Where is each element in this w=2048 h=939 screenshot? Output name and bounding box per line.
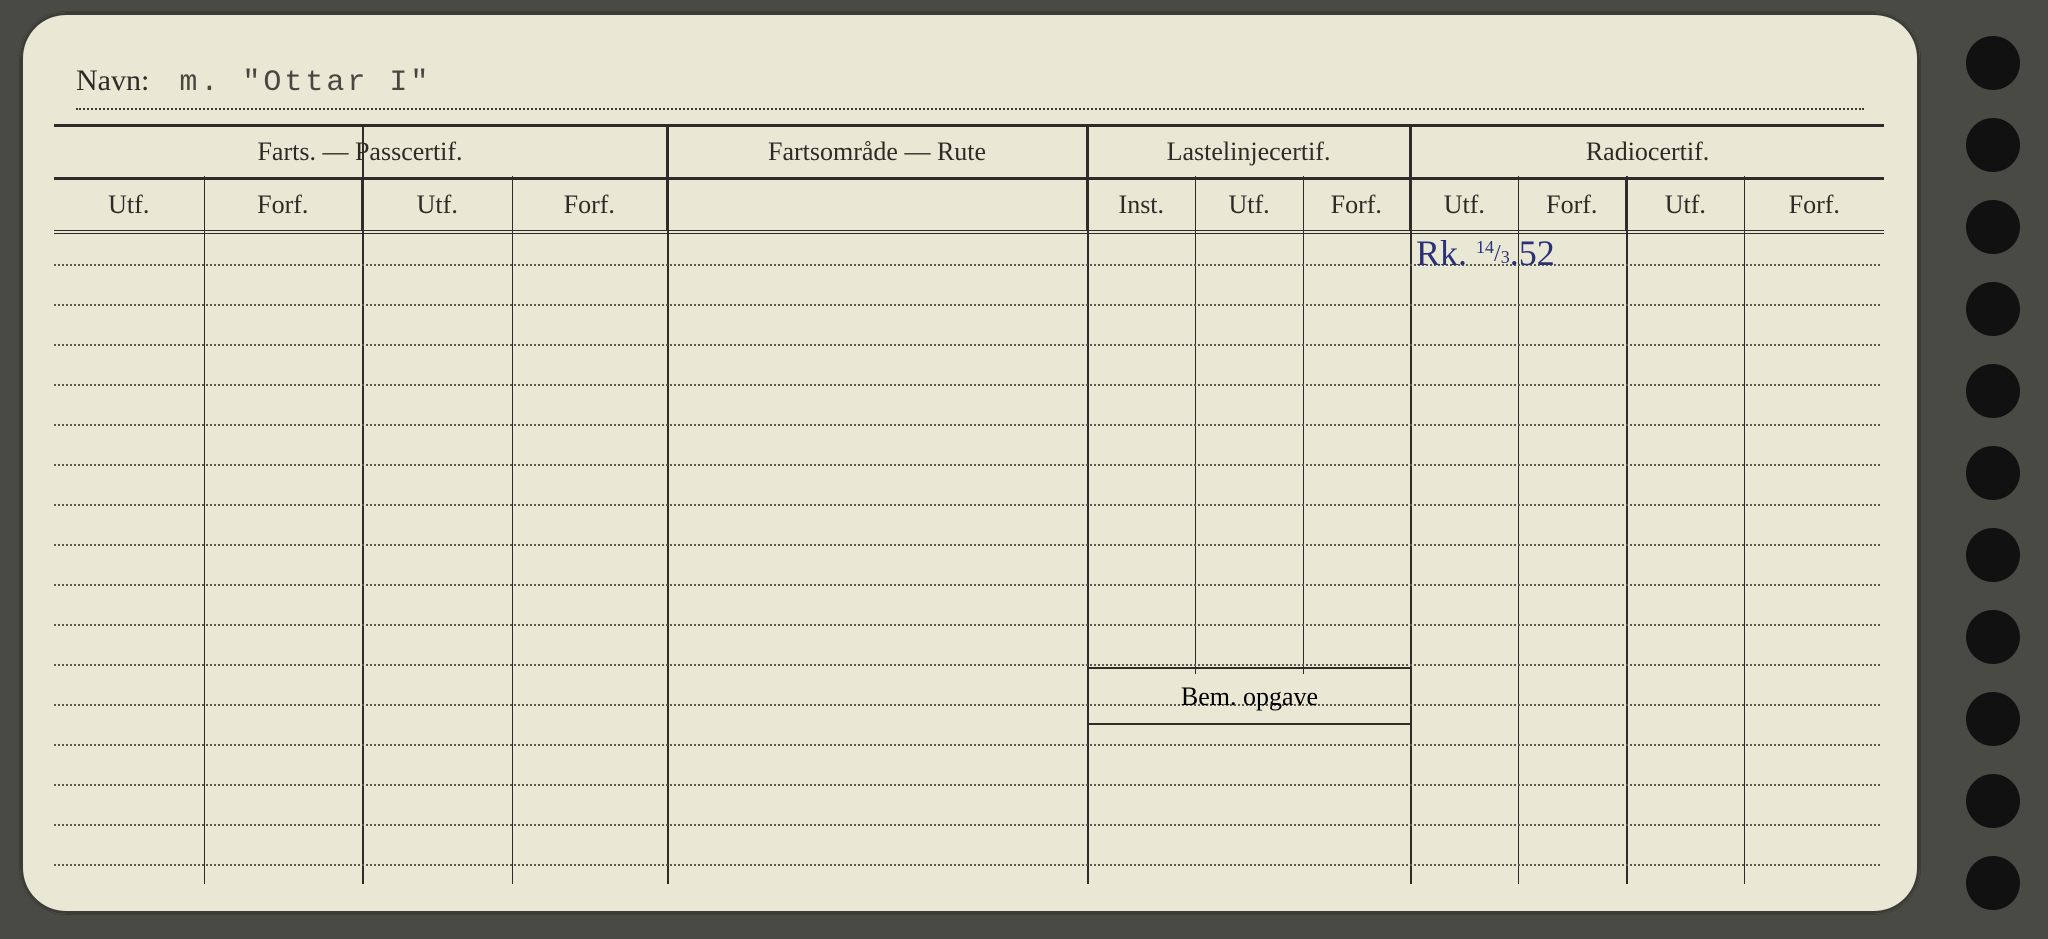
header-table: Farts. — Passcertif. Fartsområde — Rute … [54,124,1884,234]
navn-line: Navn: m. "Ottar I" [76,64,431,100]
rc-forf1: Forf. [1518,179,1626,233]
col-radiocertif: Radiocertif. [1410,126,1884,179]
col-fartsomrade-rute: Fartsområde — Rute [667,126,1087,179]
binder-hole [1966,282,2020,336]
fp-forf1: Forf. [204,179,362,233]
binder-hole [1966,200,2020,254]
binder-hole [1966,610,2020,664]
bem-opgave-cell: Bem. opgave [1088,667,1411,725]
index-card: Navn: m. "Ottar I" Farts. — Passcertif. … [20,12,1920,914]
rc-forf2: Forf. [1744,179,1884,233]
binder-hole [1966,446,2020,500]
bem-opgave-label: Bem. opgave [1181,682,1318,711]
binder-hole [1966,36,2020,90]
binder-hole [1966,364,2020,418]
binder-hole [1966,528,2020,582]
navn-value: m. "Ottar I" [179,66,431,100]
radio-utf-entry: Rk. 14/3.52 [1416,232,1555,274]
binder-hole [1966,774,2020,828]
dotted-rows [54,228,1880,884]
binder-hole [1966,692,2020,746]
rc-utf2: Utf. [1626,179,1744,233]
ll-inst: Inst. [1087,179,1195,233]
binder-hole [1966,856,2020,910]
fp-forf2: Forf. [512,179,667,233]
fp-utf2: Utf. [362,179,512,233]
binder-hole [1966,118,2020,172]
rc-utf1: Utf. [1410,179,1518,233]
radio-utf-entry-text: Rk. 14/3.52 [1416,233,1555,273]
fp-utf1: Utf. [54,179,204,233]
rute-sub [667,179,1087,233]
navn-label: Navn: [76,64,149,97]
ll-forf: Forf. [1303,179,1410,233]
col-farts-passcertif: Farts. — Passcertif. [54,126,667,179]
col-lastelinjecertif: Lastelinjecertif. [1087,126,1410,179]
ll-utf: Utf. [1195,179,1303,233]
navn-underline [76,108,1864,110]
binder-holes [1966,36,2030,906]
